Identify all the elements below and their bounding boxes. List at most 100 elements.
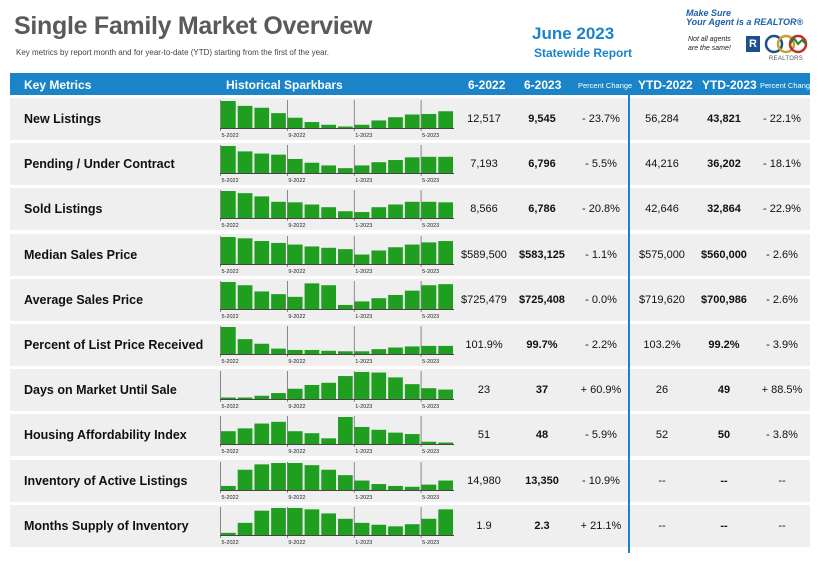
sparkbar (371, 120, 387, 128)
sparkbar (354, 124, 370, 128)
table-row: Days on Market Until Sale 5-2022 9-2022 1-2… (10, 369, 810, 412)
sparkbar-tick-label: 1-2023 (355, 540, 372, 545)
sparkbar (421, 442, 437, 445)
metric-label: Inventory of Active Listings (24, 473, 188, 488)
sparkbar (304, 464, 320, 490)
ytd-prior-value: 52 (655, 429, 669, 442)
pct-change-value: - 10.9% (582, 474, 620, 487)
sparkbar (271, 348, 286, 354)
sparkbar-chart: 5-2022 9-2022 1-2023 5-2023 (220, 326, 454, 364)
pct-change-value: - 0.0% (585, 293, 617, 306)
header-current-month: 6-2023 (524, 78, 562, 92)
sparkbar-chart: 5-2022 9-2022 1-2023 5-2023 (220, 235, 454, 274)
sparkbar (254, 423, 270, 445)
sparkbar (404, 384, 420, 400)
current-month-value: 48 (535, 429, 549, 442)
sparkbar (321, 165, 336, 174)
sparkbar (321, 124, 336, 128)
pct-change-value: - 23.7% (582, 113, 620, 125)
table-row: New Listings 5-2022 9-2022 1-2023 5-2023 12,5… (10, 98, 810, 140)
sparkbar-tick-label: 1-2023 (355, 178, 372, 183)
prior-month-value: 8,566 (470, 203, 498, 216)
sparkbar (304, 509, 320, 535)
sparkbar (221, 191, 236, 219)
sparkbar (221, 327, 236, 354)
sparkbar (421, 156, 437, 174)
sparkbar (304, 283, 320, 309)
current-month-value: 13,350 (525, 474, 559, 487)
current-month-value: 6,786 (528, 203, 556, 216)
sparkbar (321, 350, 336, 354)
ytd-prior-value: $575,000 (639, 248, 685, 261)
sparkbar (354, 301, 370, 309)
ytd-current-value: $560,000 (701, 248, 747, 261)
sparkbar (354, 427, 370, 445)
header-ytd-pct-change: Percent Change (760, 81, 815, 90)
sparkbar (321, 285, 336, 309)
page-subtitle: Key metrics by report month and for year… (16, 48, 330, 57)
prior-month-value: 101.9% (465, 339, 503, 351)
sparkbar (287, 507, 303, 535)
sparkbar-tick-label: 5-2022 (222, 540, 239, 545)
sparkbar (321, 513, 336, 535)
ytd-prior-value: 103.2% (643, 339, 681, 351)
sparkbar (338, 474, 353, 490)
prior-month-value: $589,500 (461, 248, 507, 261)
sparkbar-tick-label: 5-2022 (222, 404, 239, 409)
sparkbar-tick-label: 1-2023 (355, 404, 372, 409)
table-row: Sold Listings 5-2022 9-2022 1-2023 5-2023 8,5… (10, 188, 810, 231)
sparkbar-tick-label: 9-2022 (288, 178, 305, 183)
sparkbar-tick-label: 9-2022 (288, 314, 305, 319)
header-sparkbars: Historical Sparkbars (226, 78, 343, 92)
pct-change-value: - 20.8% (582, 203, 620, 216)
sparkbar (388, 526, 403, 535)
sparkbar (338, 518, 353, 535)
sparkbar (421, 202, 437, 219)
sparkbar (271, 242, 286, 264)
sparkbar (421, 518, 437, 535)
sparkbar (287, 296, 303, 309)
sparkbar-tick-label: 9-2022 (288, 223, 305, 228)
sparkbar (221, 101, 236, 128)
sparkbar (371, 483, 387, 490)
current-month-value: 2.3 (534, 519, 550, 532)
sparkbar-tick-label: 9-2022 (288, 404, 305, 409)
header-prior-month: 6-2022 (468, 78, 506, 92)
sparkbar-tick-label: 5-2023 (422, 449, 439, 454)
sparkbar (404, 346, 420, 354)
sparkbar (287, 244, 303, 264)
prior-month-value: 1.9 (476, 519, 492, 532)
sparkbar-chart: 5-2022 9-2022 1-2023 5-2023 (220, 416, 454, 454)
logo-small-1: Not all agents (688, 36, 731, 43)
sparkbar (421, 285, 437, 309)
metric-label: Average Sales Price (24, 292, 144, 307)
ytd-prior-value: -- (658, 474, 666, 487)
logo-small-2: are the same! (688, 45, 731, 52)
sparkbar (287, 462, 303, 490)
sparkbar (237, 469, 253, 490)
sparkbar (254, 463, 270, 490)
sparkbar (438, 442, 453, 445)
sparkbar (221, 485, 236, 490)
sparkbar-tick-label: 5-2022 (222, 133, 239, 138)
sparkbar (421, 484, 437, 490)
header-pct-change: Percent Change (578, 81, 633, 90)
sparkbar (421, 345, 437, 354)
metric-label: Pending / Under Contract (24, 157, 175, 172)
ytd-pct-change-value: - 22.9% (763, 203, 801, 216)
page-title: Single Family Market Overview (14, 12, 373, 40)
sparkbar-tick-label: 1-2023 (355, 133, 372, 138)
sparkbar (237, 151, 253, 174)
prior-month-value: 12,517 (467, 113, 501, 125)
sparkbar-tick-label: 5-2023 (422, 178, 439, 183)
sparkbar (438, 389, 453, 400)
sparkbar (371, 524, 387, 535)
sparkbar (237, 237, 253, 264)
sparkbar (388, 377, 403, 400)
sparkbar (221, 281, 236, 309)
metric-label: Percent of List Price Received (24, 338, 204, 352)
pct-change-value: - 2.2% (585, 339, 617, 351)
sparkbar (221, 431, 236, 445)
sparkbar (271, 507, 286, 535)
sparkbar (321, 469, 336, 490)
